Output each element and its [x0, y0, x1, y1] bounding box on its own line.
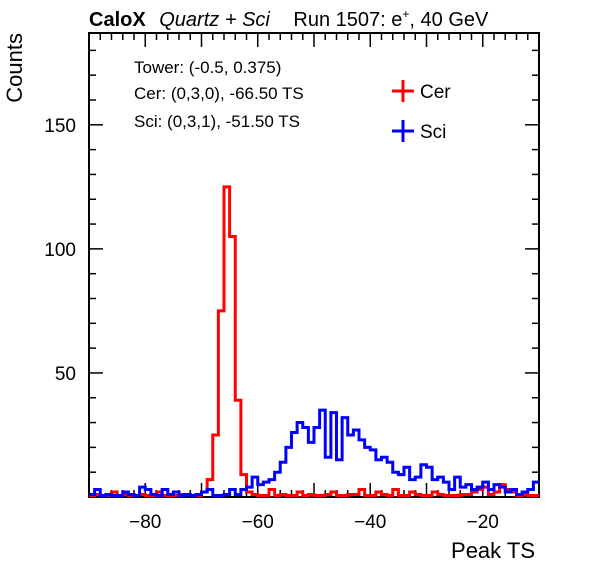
series-sci-histogram [89, 408, 539, 497]
run-superscript: + [402, 7, 409, 21]
y-tick-label: 150 [44, 116, 76, 137]
x-tick-label: −60 [242, 512, 274, 533]
chart-header: CaloX Quartz + Sci Run 1507: e+, 40 GeV [89, 7, 489, 31]
run-label: Run 1507: e [293, 9, 402, 31]
x-tick-label: −20 [467, 512, 499, 533]
y-tick-label: 100 [44, 240, 76, 261]
legend-label-sci: Sci [420, 122, 446, 143]
detector-label: Quartz + Sci [159, 9, 270, 31]
x-axis-label: Peak TS [451, 538, 535, 563]
legend: Cer Sci [392, 80, 451, 143]
cer-info: Cer: (0,3,0), -66.50 TS [134, 84, 304, 103]
tower-info: Tower: (-0.5, 0.375) [134, 58, 281, 77]
experiment-label: CaloX [89, 9, 146, 31]
x-tick-label: −80 [129, 512, 161, 533]
legend-marker-cer [392, 80, 414, 102]
series-cer-histogram [89, 185, 539, 497]
legend-marker-sci [392, 120, 414, 142]
axis-ticks: −80 −60 −40 −20 50 100 150 [44, 33, 540, 533]
sci-info: Sci: (0,3,1), -51.50 TS [134, 112, 300, 131]
y-axis-label: Counts [2, 33, 27, 103]
energy-label: , 40 GeV [409, 9, 489, 31]
x-tick-label: −40 [354, 512, 386, 533]
y-tick-label: 50 [55, 364, 76, 385]
legend-label-cer: Cer [420, 82, 451, 103]
